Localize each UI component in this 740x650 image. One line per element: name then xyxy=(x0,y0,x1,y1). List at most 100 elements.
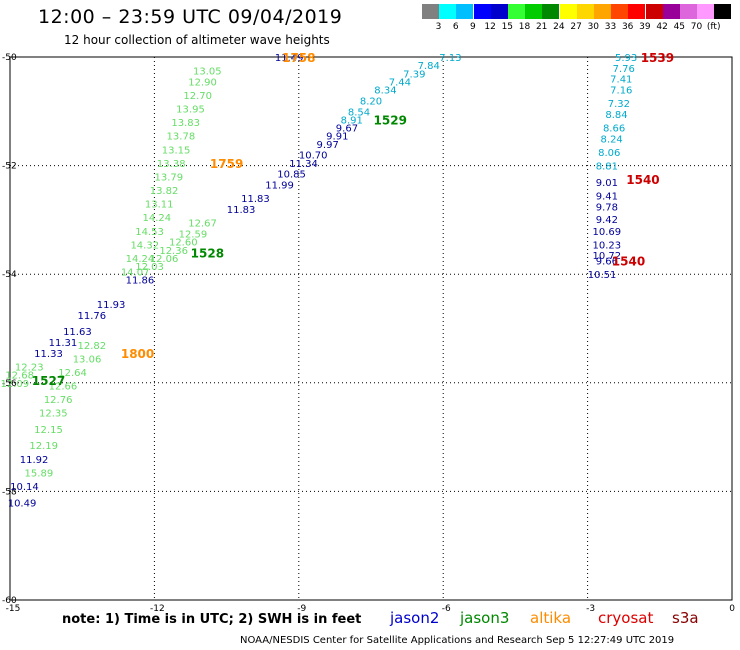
swh-value-label: 12.09 xyxy=(0,379,29,390)
x-tick-label: 0 xyxy=(729,604,735,614)
scale-swatch xyxy=(697,4,715,19)
scale-swatch xyxy=(559,4,577,19)
swh-value-label: 7.44 xyxy=(389,77,411,88)
y-tick-label: -58 xyxy=(2,487,17,497)
swh-value-label: 12.66 xyxy=(49,382,78,393)
scale-swatch xyxy=(473,4,491,19)
swh-value-label: 14.53 xyxy=(135,227,164,238)
scale-label: 45 xyxy=(673,22,686,32)
page-subtitle: 12 hour collection of altimeter wave hei… xyxy=(64,33,330,47)
swh-value-label: 11.83 xyxy=(241,194,270,205)
swh-value-label: 13.95 xyxy=(176,105,205,116)
scale-label: 27 xyxy=(570,22,582,32)
swh-value-label: 12.76 xyxy=(44,395,73,406)
scale-label: 24 xyxy=(553,22,565,32)
y-tick-label: -54 xyxy=(2,270,17,280)
scale-label: 6 xyxy=(452,22,459,32)
swh-value-label: 7.39 xyxy=(403,69,425,80)
swh-value-label: 14.24 xyxy=(126,254,155,265)
scale-label: 42 xyxy=(656,22,668,32)
y-tick-label: -56 xyxy=(2,379,17,389)
swh-value-label: 11.34 xyxy=(289,159,318,170)
swh-value-label: 5.93 xyxy=(615,53,637,64)
scale-label: 70 xyxy=(690,22,703,32)
scale-label: 33 xyxy=(604,22,617,32)
swh-value-label: 9.78 xyxy=(596,202,618,213)
scale-swatch xyxy=(680,4,697,19)
scale-swatch xyxy=(611,4,629,19)
swh-value-label: 8.06 xyxy=(598,148,620,159)
swh-value-label: 10.85 xyxy=(277,170,306,181)
swh-value-label: 11.33 xyxy=(34,349,63,360)
scale-label: 15 xyxy=(501,22,514,32)
swh-value-label: 10.23 xyxy=(593,240,622,251)
swh-value-label: 11.92 xyxy=(20,455,49,466)
page-title: 12:00 – 23:59 UTC 09/04/2019 xyxy=(38,6,343,28)
scale-swatch xyxy=(456,4,474,19)
swh-value-label: 8.66 xyxy=(603,124,625,135)
swh-value-label: 12.82 xyxy=(78,341,107,352)
scale-label: 21 xyxy=(535,22,548,32)
swh-value-label: 11.63 xyxy=(63,327,92,338)
swh-value-label: 9.66 xyxy=(596,257,618,268)
swh-value-label: 7.84 xyxy=(418,61,440,72)
swh-value-label: 9.01 xyxy=(596,178,618,189)
swh-value-label: 11.93 xyxy=(97,300,126,311)
swh-value-label: 10.69 xyxy=(593,227,622,238)
x-tick-label: -6 xyxy=(442,604,451,614)
scale-label: 3 xyxy=(435,22,442,32)
swh-value-label: 10.70 xyxy=(299,151,328,162)
scale-label: 36 xyxy=(621,22,634,32)
x-tick-label: -15 xyxy=(6,604,21,614)
scale-swatch xyxy=(508,4,525,19)
y-tick-label: -50 xyxy=(2,53,17,63)
swh-value-label: 7.32 xyxy=(608,99,630,110)
swh-value-label: 8.81 xyxy=(596,162,618,173)
swh-value-label: 12.67 xyxy=(188,219,217,230)
scale-label: 9 xyxy=(470,22,476,32)
scale-label: 18 xyxy=(518,22,531,32)
swh-value-label: 11.31 xyxy=(49,338,78,349)
swh-value-label: 9.67 xyxy=(336,124,358,135)
scale-swatch xyxy=(576,4,594,19)
scale-swatch xyxy=(542,4,560,19)
swh-value-label: 7.16 xyxy=(610,86,632,97)
swh-value-label: 12.35 xyxy=(39,409,68,420)
swh-value-label: 8.24 xyxy=(601,134,623,145)
pass-time-label: 1528 xyxy=(191,246,224,260)
swh-value-label: 14.24 xyxy=(142,213,171,224)
swh-value-label: 13.38 xyxy=(157,159,186,170)
swh-value-label: 7.41 xyxy=(610,75,632,86)
pass-time-label: 1539 xyxy=(641,51,674,65)
pass-time-label: 1529 xyxy=(374,113,407,127)
legend-cryosat: cryosat xyxy=(598,609,654,627)
scale-swatch xyxy=(439,4,457,19)
swh-value-label: 12.60 xyxy=(169,238,198,249)
x-tick-label: -3 xyxy=(586,604,595,614)
swh-value-label: 13.79 xyxy=(155,172,184,183)
swh-value-label: 11.49 xyxy=(275,53,304,64)
swh-value-label: 12.68 xyxy=(5,371,34,382)
swh-value-label: 10.49 xyxy=(8,498,37,509)
scale-swatch xyxy=(645,4,663,19)
swh-value-label: 11.83 xyxy=(227,205,256,216)
swh-value-label: 8.54 xyxy=(348,107,370,118)
swh-value-label: 10.51 xyxy=(588,270,617,281)
scale-swatch xyxy=(525,4,543,19)
pass-time-label: 1540 xyxy=(612,255,645,269)
swh-value-label: 8.91 xyxy=(341,115,363,126)
scale-swatch xyxy=(490,4,508,19)
y-tick-label: -52 xyxy=(2,162,17,172)
swh-value-label: 10.14 xyxy=(10,482,39,493)
legend-s3a: s3a xyxy=(672,609,699,627)
swh-value-label: 12.64 xyxy=(58,368,87,379)
swh-value-label: 13.78 xyxy=(167,132,196,143)
swh-value-label: 9.97 xyxy=(317,140,339,151)
scale-label: 12 xyxy=(484,22,496,32)
pass-time-label: 1758 xyxy=(282,51,315,65)
plot-frame xyxy=(9,56,733,601)
credit-line: NOAA/NESDIS Center for Satellite Applica… xyxy=(240,635,675,646)
scale-swatch xyxy=(628,4,646,19)
swh-value-label: 13.83 xyxy=(171,118,200,129)
